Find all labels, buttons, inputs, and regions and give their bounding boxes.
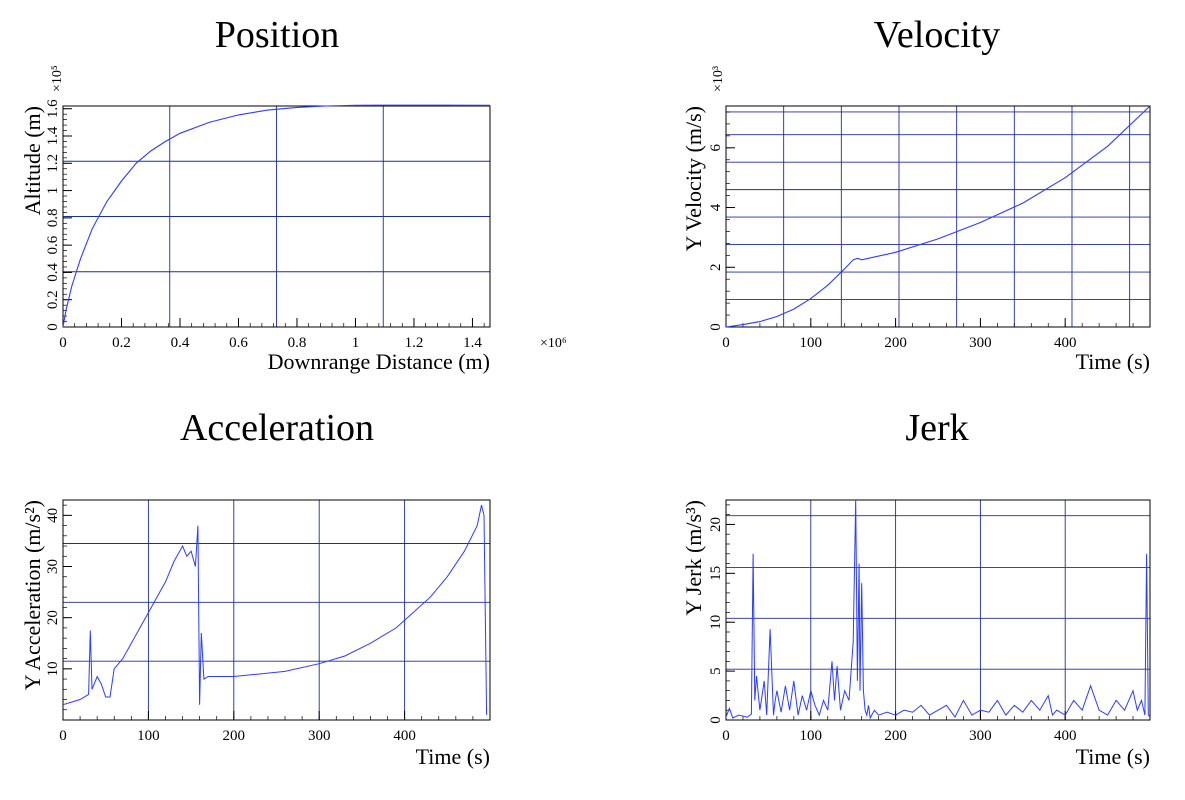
acceleration-x-tick-label: 100 [137,728,160,744]
velocity-series-line [725,105,1151,328]
velocity-x-tick-label: 200 [884,335,907,351]
acceleration-x-tick-label: 0 [59,728,67,744]
jerk-grid [726,500,1150,720]
acceleration-chart: Acceleration 0 100 200 300 400 10 20 30 40 Time … [20,407,491,769]
acceleration-xlabel: Time (s) [416,744,490,769]
velocity-ticks: 0 100 200 300 400 0 2 4 6 [708,111,1151,351]
velocity-title: Velocity [874,14,1001,56]
position-xlabel: Downrange Distance (m) [268,349,490,374]
position-y-tick-label: 0.2 [45,290,61,309]
acceleration-y-tick-label: 10 [45,661,61,676]
position-y-tick-label: 0.6 [45,235,61,254]
position-x-tick-label: 0.2 [112,335,131,351]
position-x-tick-label: 0.8 [288,335,307,351]
position-y-tick-label: 0.8 [45,208,61,227]
jerk-chart: Jerk 0 100 200 300 400 0 5 10 15 20 Time (s) Y Je… [681,407,1151,769]
jerk-x-tick-label: 300 [969,728,992,744]
position-x-tick-label: 0 [59,335,67,351]
velocity-y-tick-label: 2 [708,264,724,272]
position-y-tick-label: 0 [45,323,61,331]
position-ticks: 0 0.2 0.4 0.6 0.8 1 1.2 1.4 0 0.2 0.4 0.6 0.8 1 1.2 1.4… [45,99,485,351]
jerk-ticks: 0 100 200 300 400 0 5 10 15 20 [708,504,1151,744]
jerk-title: Jerk [905,407,968,449]
position-y-tick-label: 1.6 [45,99,61,118]
acceleration-y-tick-label: 30 [45,559,61,574]
jerk-frame [725,499,1151,721]
velocity-y-tick-label: 0 [708,323,724,331]
acceleration-grid [63,500,490,720]
jerk-x-tick-label: 100 [800,728,823,744]
position-chart: Position 0 0.2 0.4 0.6 0.8 1 1.2 1.400.20.40.60… [20,14,567,374]
position-series-line [62,104,491,328]
jerk-ylabel: Y Jerk (m/s³) [681,500,706,616]
acceleration-y-tick-label: 40 [45,508,61,523]
velocity-chart: Velocity 0 100 200 300 400 0 2 4 6 Time (s) Y Ve… [681,14,1151,374]
position-frame [62,105,491,328]
acceleration-series-line [62,504,488,715]
position-x-tick-label: 1.2 [405,335,424,351]
velocity-y-tick-label: 4 [708,203,724,211]
position-grid [63,106,490,327]
acceleration-y-tick-label: 20 [45,610,61,625]
position-x-tick-label: 0.6 [229,335,248,351]
velocity-y-multiplier: ×10³ [711,66,726,92]
position-x-tick-label: 1.4 [463,335,482,351]
jerk-x-tick-label: 200 [884,728,907,744]
acceleration-x-tick-label: 400 [393,728,416,744]
acceleration-ticks: 0 100 200 300 400 10 20 30 40 [45,504,491,744]
position-ylabel: Altitude (m) [20,106,45,215]
jerk-series-line [725,499,1151,720]
velocity-xlabel: Time (s) [1076,349,1150,374]
position-y-tick-label: 1 [45,187,61,195]
acceleration-frame [62,499,491,721]
position-y-tick-label: 1.4 [45,126,61,145]
jerk-x-tick-label: 0 [722,728,730,744]
position-y-tick-label: 0.4 [45,263,61,282]
jerk-x-tick-label: 400 [1054,728,1077,744]
acceleration-ylabel: Y Acceleration (m/s²) [20,500,45,690]
jerk-y-tick-label: 5 [708,667,724,675]
velocity-grid [726,106,1150,327]
velocity-x-tick-label: 300 [969,335,992,351]
velocity-x-tick-label: 400 [1054,335,1077,351]
jerk-y-tick-label: 15 [708,566,724,581]
position-x-tick-label: 1 [352,335,360,351]
velocity-frame [725,105,1151,328]
position-y-tick-label: 1.2 [45,154,61,173]
jerk-y-tick-label: 10 [708,615,724,630]
jerk-y-tick-label: 0 [708,716,724,724]
velocity-x-tick-label: 0 [722,335,730,351]
jerk-y-tick-label: 20 [708,517,724,532]
velocity-x-tick-label: 100 [800,335,823,351]
velocity-y-tick-label: 6 [708,144,724,152]
position-title: Position [215,14,340,56]
velocity-ylabel: Y Velocity (m/s) [681,106,706,251]
acceleration-x-tick-label: 200 [223,728,246,744]
position-y-multiplier: ×10⁵ [50,65,65,92]
position-x-multiplier: ×10⁶ [540,336,567,351]
position-x-tick-label: 0.4 [171,335,190,351]
acceleration-x-tick-label: 300 [308,728,331,744]
acceleration-title: Acceleration [180,407,374,449]
jerk-xlabel: Time (s) [1076,744,1150,769]
